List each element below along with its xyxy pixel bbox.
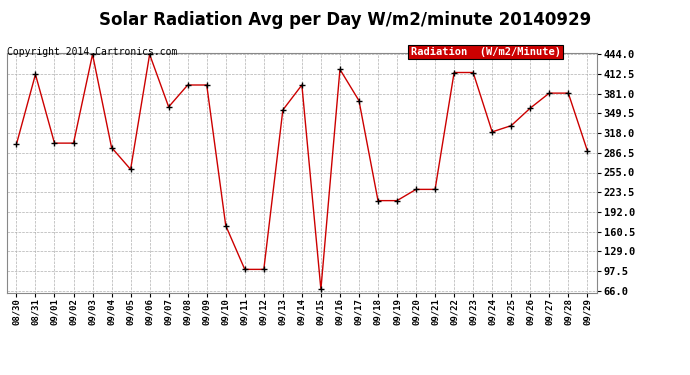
Text: Solar Radiation Avg per Day W/m2/minute 20140929: Solar Radiation Avg per Day W/m2/minute … — [99, 11, 591, 29]
Text: Copyright 2014 Cartronics.com: Copyright 2014 Cartronics.com — [7, 47, 177, 57]
Text: Radiation  (W/m2/Minute): Radiation (W/m2/Minute) — [411, 47, 560, 57]
